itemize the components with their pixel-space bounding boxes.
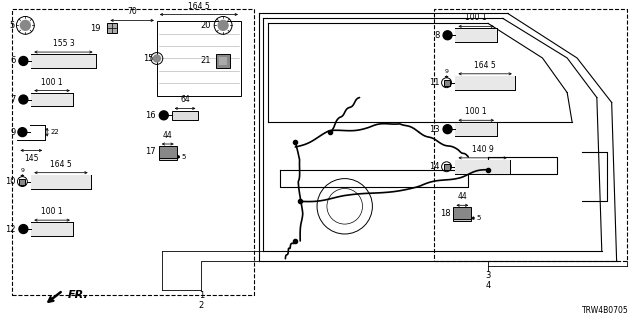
Text: 5: 5 — [182, 154, 186, 160]
Text: 9: 9 — [445, 69, 449, 74]
Bar — [444, 80, 449, 86]
Text: 7: 7 — [10, 95, 15, 104]
Bar — [219, 57, 227, 65]
Text: 64: 64 — [180, 95, 190, 104]
Circle shape — [443, 125, 452, 134]
Bar — [31, 175, 91, 188]
Text: 2: 2 — [199, 301, 204, 310]
Text: 13: 13 — [429, 125, 440, 134]
Bar — [454, 215, 471, 221]
Text: 145: 145 — [24, 154, 38, 164]
Text: 22: 22 — [50, 129, 59, 135]
Text: 3: 3 — [485, 271, 491, 280]
Text: 44: 44 — [458, 192, 467, 201]
Text: 5: 5 — [476, 215, 481, 221]
Text: 100 1: 100 1 — [41, 78, 63, 87]
Text: 19: 19 — [90, 24, 100, 33]
Text: 4: 4 — [486, 281, 491, 290]
Bar — [12, 9, 253, 295]
Text: 140 9: 140 9 — [472, 145, 493, 154]
Bar — [157, 21, 241, 96]
Text: 164 5: 164 5 — [474, 61, 496, 70]
Text: 16: 16 — [145, 111, 156, 120]
Bar — [434, 9, 627, 261]
Text: 15: 15 — [143, 54, 154, 63]
Circle shape — [443, 31, 452, 40]
Text: 18: 18 — [440, 209, 451, 218]
Circle shape — [218, 20, 228, 30]
Bar — [456, 122, 497, 136]
Text: 100 1: 100 1 — [465, 13, 487, 22]
Bar — [31, 222, 73, 236]
Text: 6: 6 — [10, 56, 15, 66]
Bar — [456, 76, 515, 90]
Text: 164 5: 164 5 — [188, 2, 210, 11]
Bar — [159, 146, 177, 158]
Bar — [456, 160, 510, 174]
Bar — [159, 154, 177, 160]
Circle shape — [159, 111, 168, 120]
Bar — [456, 28, 497, 42]
Text: 1: 1 — [199, 291, 204, 300]
Text: 100 1: 100 1 — [41, 207, 63, 216]
Text: 9: 9 — [10, 128, 15, 137]
Bar — [454, 207, 471, 219]
Circle shape — [19, 57, 28, 65]
Bar — [444, 164, 449, 170]
Text: 8: 8 — [435, 31, 440, 40]
Text: FR.: FR. — [68, 290, 88, 300]
Text: 5: 5 — [9, 21, 15, 30]
Text: 70: 70 — [127, 7, 137, 16]
Circle shape — [18, 128, 27, 137]
Text: 155 3: 155 3 — [52, 39, 74, 48]
Circle shape — [20, 20, 30, 30]
Text: 10: 10 — [5, 177, 15, 186]
Text: 44: 44 — [163, 131, 173, 140]
Text: 14: 14 — [429, 162, 440, 171]
Circle shape — [19, 95, 28, 104]
Bar — [31, 92, 73, 107]
Bar — [172, 111, 198, 120]
Text: 164 5: 164 5 — [50, 160, 72, 169]
Text: 21: 21 — [201, 56, 211, 66]
Bar — [108, 23, 117, 33]
Text: 9: 9 — [20, 168, 24, 173]
Bar — [19, 179, 26, 185]
Circle shape — [19, 225, 28, 234]
Circle shape — [154, 55, 161, 62]
Text: 12: 12 — [5, 225, 15, 234]
Bar — [216, 54, 230, 68]
Bar — [31, 54, 95, 68]
Text: 20: 20 — [201, 21, 211, 30]
Text: 17: 17 — [145, 148, 156, 156]
Text: 11: 11 — [429, 78, 440, 87]
Text: TRW4B0705: TRW4B0705 — [582, 306, 628, 315]
Text: 100 1: 100 1 — [465, 107, 487, 116]
